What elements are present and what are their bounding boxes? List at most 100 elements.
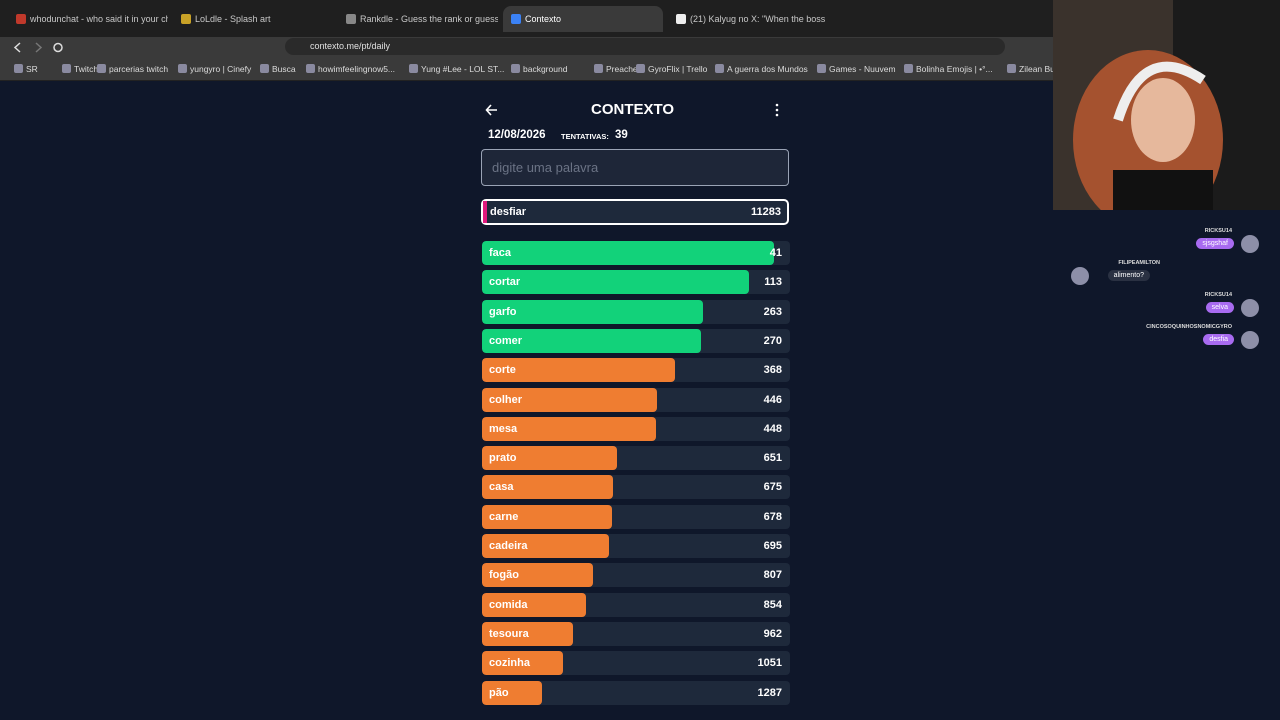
url-bar[interactable]: contexto.me/pt/daily xyxy=(285,38,1005,55)
guess-bar xyxy=(482,504,613,529)
bookmark[interactable]: A guerra dos Mundos xyxy=(715,58,808,80)
tab[interactable]: whodunchat - who said it in your cha xyxy=(8,6,168,32)
chat-avatar xyxy=(1241,235,1259,253)
last-guess: desfiar 11283 xyxy=(481,199,789,225)
guess-rank: 41 xyxy=(769,247,782,259)
guess-row: garfo 263 xyxy=(482,299,790,324)
nav-buttons[interactable] xyxy=(10,40,70,55)
game-title: CONTEXTO xyxy=(591,101,675,118)
bookmark[interactable]: background xyxy=(511,58,567,80)
guess-word: faca xyxy=(489,247,512,259)
bookmark[interactable]: Yung #Lee - LOL ST... xyxy=(409,58,504,80)
last-guess-word: desfiar xyxy=(490,206,527,218)
guess-bar xyxy=(482,328,701,353)
bookmarks-bar: SR Twitch parcerias twitch yungyro | Cinefy… xyxy=(0,58,1055,81)
chat-message: sjsgshaf xyxy=(1196,238,1234,249)
chat-avatar xyxy=(1241,331,1259,349)
tab[interactable]: LoLdle - Splash art xyxy=(173,6,333,32)
guess-rank: 1051 xyxy=(757,657,782,670)
guess-row: colher 446 xyxy=(482,387,790,412)
guess-word: mesa xyxy=(489,422,518,435)
bookmark[interactable]: SR xyxy=(14,58,38,80)
header-icons[interactable] xyxy=(485,102,785,118)
chat-message: selva xyxy=(1205,302,1234,313)
date: 12/08/2026 xyxy=(488,129,546,141)
bookmark[interactable]: Busca xyxy=(260,58,296,80)
guess-bar xyxy=(482,270,749,295)
guess-rank: 113 xyxy=(764,276,782,289)
guess-row: tesoura 962 xyxy=(482,621,790,646)
guess-word: cadeira xyxy=(489,540,528,552)
guess-row: cortar 113 xyxy=(482,270,790,295)
guess-row: prato 651 xyxy=(482,446,790,471)
bookmark[interactable]: Zilean Bu xyxy=(1007,58,1055,80)
bookmark[interactable]: Twitch xyxy=(62,58,98,80)
word-input[interactable]: digite uma palavra xyxy=(481,149,789,186)
webcam xyxy=(1053,0,1280,230)
guess-rank: 448 xyxy=(763,422,782,435)
guess-word: garfo xyxy=(489,305,517,318)
guess-bar xyxy=(482,680,543,705)
guess-rank: 368 xyxy=(763,364,782,377)
bookmark[interactable]: howimfeelingnow5... xyxy=(306,58,395,80)
chat-overlay: RICKSU14 sjsgshaf FILIPEAMILTON alimento? RI… xyxy=(1053,210,1280,720)
chat-avatar xyxy=(1241,299,1259,317)
guess-word: corte xyxy=(489,364,516,377)
guess-bar xyxy=(482,446,617,471)
guess-row: casa 675 xyxy=(482,475,790,500)
bookmark[interactable]: parcerias twitch xyxy=(97,58,168,80)
guess-row: comida 854 xyxy=(482,592,790,617)
guess-word: comida xyxy=(489,598,528,611)
guess-bar xyxy=(482,563,593,588)
tab-icon xyxy=(346,14,356,24)
tab-icon xyxy=(511,14,521,24)
bookmark[interactable]: GyroFlix | Trello xyxy=(636,58,707,80)
chat-message: desfia xyxy=(1203,334,1234,345)
guess-word: comer xyxy=(489,334,523,347)
guess-rank: 270 xyxy=(763,334,782,347)
attempts: 39 xyxy=(615,129,628,141)
bookmark[interactable]: Bolinha Emojis | •°... xyxy=(904,58,993,80)
guess-rank: 854 xyxy=(763,598,782,611)
chat-avatar xyxy=(1071,267,1089,285)
tab-icon xyxy=(16,14,26,24)
last-guess-rank: 11283 xyxy=(751,206,781,218)
guess-rank: 678 xyxy=(763,510,782,523)
guess-bar xyxy=(482,358,675,383)
tab-bar: whodunchat - who said it in your cha LoLd… xyxy=(0,0,1053,37)
guess-rank: 962 xyxy=(763,627,782,640)
guess-word: carne xyxy=(489,510,519,523)
guess-word: casa xyxy=(489,481,514,494)
guess-rank: 1287 xyxy=(757,686,782,699)
tab-icon xyxy=(676,14,686,24)
guess-row: comer 270 xyxy=(482,328,790,353)
guess-word: cortar xyxy=(489,276,521,289)
bookmark[interactable]: Games - Nuuvem xyxy=(817,58,896,80)
guess-bar xyxy=(482,651,564,676)
guess-bar xyxy=(482,592,587,617)
guess-rank: 263 xyxy=(763,305,782,318)
tab-icon xyxy=(181,14,191,24)
tab[interactable]: Rankdle - Guess the rank or guess th xyxy=(338,6,498,32)
guess-word: tesoura xyxy=(489,627,529,640)
guess-bar xyxy=(482,475,613,500)
guess-rank: 446 xyxy=(763,393,782,406)
guess-row: carne 678 xyxy=(482,504,790,529)
guess-rank: 807 xyxy=(763,569,782,582)
last-guess-indicator xyxy=(483,201,487,223)
tab[interactable]: (21) Kalyug no X: "When the boss ca xyxy=(668,6,828,32)
webcam-image xyxy=(1053,0,1280,230)
chat-message: alimento? xyxy=(1107,270,1150,281)
chat-user: CINCOSOQUINHOSNOMICGYRO xyxy=(1146,324,1232,330)
guess-row: faca 41 xyxy=(482,241,790,265)
guess-row: mesa 448 xyxy=(482,416,790,441)
bookmark[interactable]: yungyro | Cinefy xyxy=(178,58,251,80)
guess-row: cadeira 695 xyxy=(482,534,790,558)
guess-rank: 675 xyxy=(763,481,782,494)
tab[interactable]: Contexto xyxy=(503,6,663,32)
guess-word: pão xyxy=(489,686,509,699)
guess-rank: 651 xyxy=(763,452,782,465)
guess-bar xyxy=(482,299,703,324)
bookmark[interactable]: Preacher xyxy=(594,58,641,80)
